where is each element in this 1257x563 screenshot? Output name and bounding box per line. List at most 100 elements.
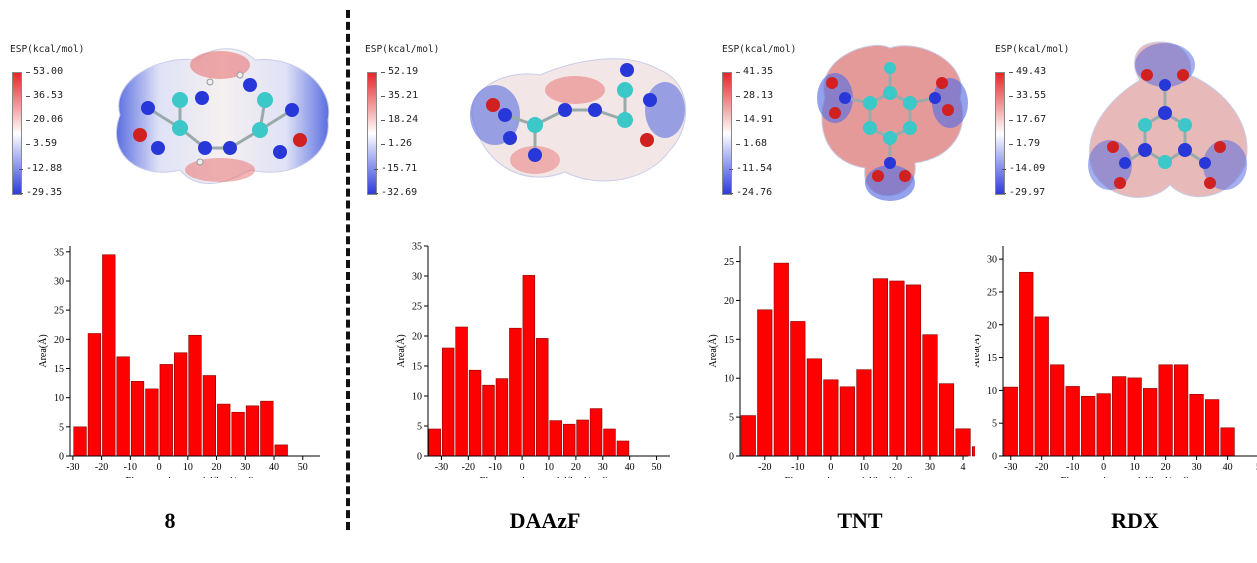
bar [145, 388, 159, 457]
x-tick-label: 30 [240, 462, 250, 473]
x-tick-label: 40 [625, 462, 635, 473]
esp-colorbar [722, 72, 732, 195]
x-tick-label: 20 [212, 462, 222, 473]
compound-label: DAAzF [509, 508, 581, 533]
bar [889, 280, 905, 457]
bar [455, 326, 468, 457]
x-tick-label: -20 [95, 462, 108, 473]
y-axis-label: Area(Å) [975, 334, 982, 367]
x-tick-label: 40 [269, 462, 279, 473]
colorbar-tick: -32.69 [373, 187, 418, 198]
y-tick-label: 5 [417, 422, 422, 433]
bar [740, 415, 756, 457]
bar [616, 440, 630, 457]
colorbar-tick: -24.76 [728, 187, 773, 198]
x-tick-label: -10 [124, 462, 137, 473]
x-tick-label: 30 [598, 462, 608, 473]
bar [468, 369, 482, 457]
bar [839, 386, 855, 457]
colorbar-tick: 14.91 [735, 114, 774, 125]
bar [188, 334, 202, 457]
colorbar-tick: -29.35 [18, 187, 63, 198]
colorbar-tick: 53.00 [25, 66, 64, 77]
bar [1173, 364, 1189, 457]
y-tick-label: 15 [724, 335, 734, 346]
y-tick-label: 15 [412, 362, 422, 373]
bar [245, 405, 260, 457]
bar [495, 378, 509, 457]
y-tick-label: 20 [724, 296, 734, 307]
bar [1019, 271, 1034, 457]
bar [116, 356, 130, 457]
x-axis-label: Electrostatic potential(kcal/mol) [784, 476, 913, 478]
y-tick-label: 5 [59, 422, 64, 433]
y-tick-label: 20 [987, 320, 997, 331]
colorbar-tick: 35.21 [380, 90, 419, 101]
esp-colorbar [995, 72, 1005, 195]
compound-label: RDX [1111, 508, 1159, 533]
bar [1050, 364, 1065, 457]
esp-molecule-surface [817, 44, 968, 201]
bar [589, 408, 603, 457]
y-tick-label: 0 [729, 452, 734, 463]
x-tick-label: 4 [961, 462, 966, 473]
x-tick-label: -20 [1035, 462, 1048, 473]
y-tick-label: 5 [992, 419, 997, 430]
x-tick-label: 0 [1101, 462, 1106, 473]
bar [428, 428, 441, 457]
colorbar-tick: 36.53 [25, 90, 64, 101]
colorbar-tick: 1.79 [1008, 138, 1041, 149]
bar [174, 352, 188, 457]
esp-molecule-surface [470, 58, 687, 182]
bar [274, 444, 288, 457]
bar [955, 428, 971, 457]
bar [1065, 386, 1080, 457]
colorbar-tick: 28.13 [735, 90, 774, 101]
bar [87, 333, 102, 457]
x-tick-label: 20 [1161, 462, 1171, 473]
y-tick-label: 30 [54, 277, 64, 288]
bar [509, 327, 522, 457]
bar [757, 309, 773, 457]
bar [1158, 364, 1173, 457]
colorbar-tick: -29.97 [1001, 187, 1046, 198]
bar [1096, 393, 1111, 457]
x-tick-label: 0 [157, 462, 162, 473]
x-tick-label: 20 [571, 462, 581, 473]
colorbar-tick: 20.06 [25, 114, 64, 125]
x-tick-label: -20 [462, 462, 475, 473]
x-axis-label: Electrostatic potential(kcal/mol) [125, 476, 254, 478]
bar [522, 275, 536, 457]
x-tick-label: -10 [1066, 462, 1079, 473]
esp-molecule-surface [115, 48, 330, 184]
compound-label: 8 [164, 508, 176, 533]
bar [1204, 399, 1220, 457]
esp-colorbar [367, 72, 377, 195]
bar [102, 254, 116, 457]
bar [922, 334, 938, 457]
bar [441, 347, 455, 457]
bar-chart-tnt: 0 5 10 15 20 25 -20 -10 0 10 20 30 4 Electrostatic po… [707, 246, 975, 478]
colorbar-tick: -11.54 [728, 163, 773, 174]
bar [1189, 394, 1204, 457]
x-tick-label: 30 [1192, 462, 1202, 473]
colorbar-tick: -15.71 [373, 163, 418, 174]
x-tick-label: 0 [520, 462, 525, 473]
x-tick-label: -30 [66, 462, 79, 473]
bar [790, 321, 806, 457]
colorbar-tick: 3.59 [25, 138, 58, 149]
y-tick-label: 5 [729, 413, 734, 424]
y-tick-label: 15 [987, 353, 997, 364]
bar [576, 419, 589, 457]
x-axis-label: Electrostatic potential(kcal/mol) [1060, 476, 1189, 478]
panel-compound-tnt: ESP(kcal/mol) 41.35 28.13 14.91 1.68 -11… [700, 0, 1000, 563]
colorbar-tick: 49.43 [1008, 66, 1047, 77]
bar [823, 379, 839, 457]
x-tick-label: 0 [828, 462, 833, 473]
bar [1127, 377, 1142, 457]
bar [217, 403, 231, 457]
bar [1112, 376, 1127, 457]
y-tick-label: 25 [54, 306, 64, 317]
panel-compound-rdx: ESP(kcal/mol) 49.43 33.55 17.67 1.79 -14… [975, 0, 1257, 563]
y-axis-label: Area(Å) [37, 334, 49, 367]
